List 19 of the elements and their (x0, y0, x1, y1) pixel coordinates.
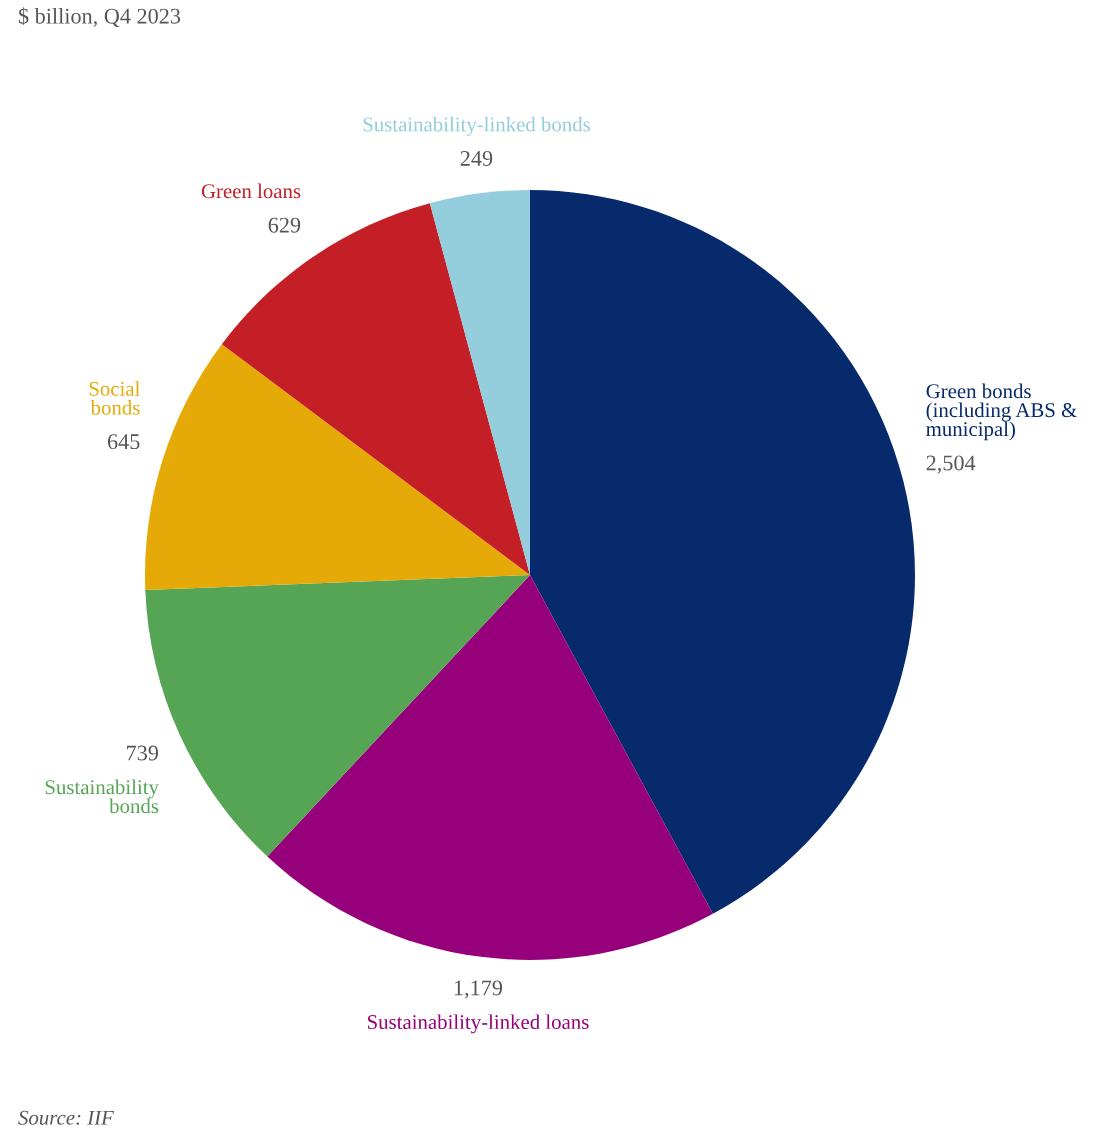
slice-label: Sustainability-linked bonds (363, 116, 590, 136)
data-label: 249 (460, 150, 493, 166)
slice-label: Sustainability bonds (45, 779, 159, 814)
chart-title: $ billion, Q4 2023 (18, 7, 181, 28)
slice-label: Green bonds (including ABS & municipal) (926, 383, 1077, 441)
pie-slice (145, 344, 530, 590)
pie-slice (530, 190, 915, 914)
data-label: 645 (107, 434, 140, 450)
pie-slice (221, 203, 530, 575)
data-label: 739 (127, 745, 159, 761)
slice-label: Sustainability-linked loans (367, 1014, 589, 1034)
source-note: Source: IIF (18, 1110, 114, 1125)
slice-label: Social bonds (89, 381, 140, 415)
slice-label: Green loans (201, 183, 301, 199)
pie-slice (267, 575, 713, 960)
pie-slice (429, 190, 530, 575)
data-label: 629 (268, 217, 301, 233)
data-label: 2,504 (926, 455, 976, 474)
data-label: 1,179 (454, 980, 503, 999)
